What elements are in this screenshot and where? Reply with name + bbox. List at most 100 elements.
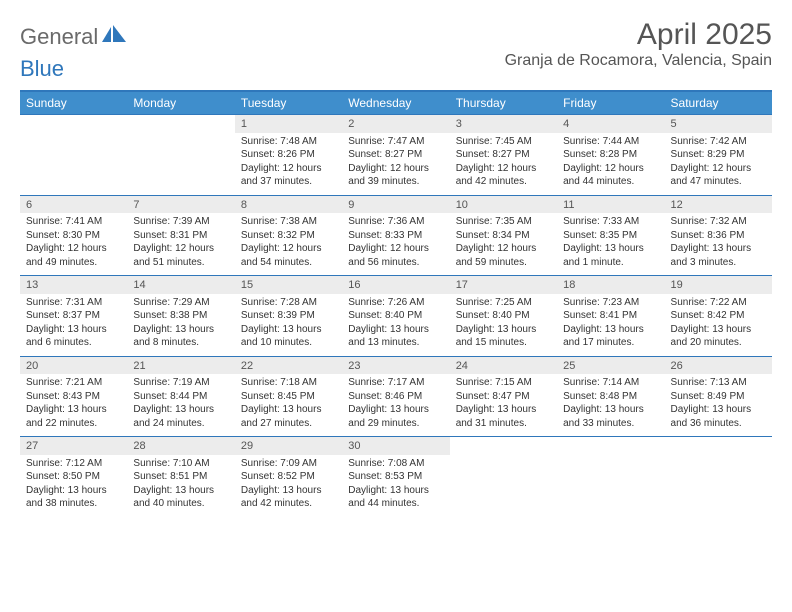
day-number-cell: 10 (450, 195, 557, 213)
day-number-cell: 16 (342, 276, 449, 294)
daylight-line: Daylight: 12 hours and 37 minutes. (241, 162, 336, 189)
day-detail-cell (450, 455, 557, 517)
day-detail-cell: Sunrise: 7:28 AMSunset: 8:39 PMDaylight:… (235, 294, 342, 357)
day-number-cell: 22 (235, 356, 342, 374)
day-detail-row: Sunrise: 7:21 AMSunset: 8:43 PMDaylight:… (20, 374, 772, 437)
month-title: April 2025 (505, 18, 772, 52)
dow-thursday: Thursday (450, 91, 557, 115)
sunrise-line: Sunrise: 7:42 AM (671, 135, 766, 149)
day-detail-cell: Sunrise: 7:48 AMSunset: 8:26 PMDaylight:… (235, 133, 342, 196)
location: Granja de Rocamora, Valencia, Spain (505, 52, 772, 70)
sunset-line: Sunset: 8:28 PM (563, 148, 658, 162)
day-number-cell: 24 (450, 356, 557, 374)
sunrise-line: Sunrise: 7:26 AM (348, 296, 443, 310)
day-detail-cell: Sunrise: 7:29 AMSunset: 8:38 PMDaylight:… (127, 294, 234, 357)
day-detail-cell: Sunrise: 7:22 AMSunset: 8:42 PMDaylight:… (665, 294, 772, 357)
day-number-cell: 8 (235, 195, 342, 213)
logo-sail-icon (102, 23, 128, 49)
sunrise-line: Sunrise: 7:12 AM (26, 457, 121, 471)
day-detail-cell: Sunrise: 7:13 AMSunset: 8:49 PMDaylight:… (665, 374, 772, 437)
dow-tuesday: Tuesday (235, 91, 342, 115)
day-detail-row: Sunrise: 7:41 AMSunset: 8:30 PMDaylight:… (20, 213, 772, 276)
day-detail-cell: Sunrise: 7:42 AMSunset: 8:29 PMDaylight:… (665, 133, 772, 196)
day-detail-cell: Sunrise: 7:26 AMSunset: 8:40 PMDaylight:… (342, 294, 449, 357)
daylight-line: Daylight: 13 hours and 10 minutes. (241, 323, 336, 350)
day-number-cell: 27 (20, 437, 127, 455)
sunrise-line: Sunrise: 7:44 AM (563, 135, 658, 149)
sunrise-line: Sunrise: 7:33 AM (563, 215, 658, 229)
sunset-line: Sunset: 8:42 PM (671, 309, 766, 323)
daylight-line: Daylight: 13 hours and 27 minutes. (241, 403, 336, 430)
title-block: April 2025 Granja de Rocamora, Valencia,… (505, 18, 772, 70)
daylight-line: Daylight: 13 hours and 42 minutes. (241, 484, 336, 511)
sunrise-line: Sunrise: 7:29 AM (133, 296, 228, 310)
sunset-line: Sunset: 8:39 PM (241, 309, 336, 323)
sunrise-line: Sunrise: 7:47 AM (348, 135, 443, 149)
daylight-line: Daylight: 13 hours and 31 minutes. (456, 403, 551, 430)
daylight-line: Daylight: 12 hours and 56 minutes. (348, 242, 443, 269)
daylight-line: Daylight: 13 hours and 8 minutes. (133, 323, 228, 350)
sunset-line: Sunset: 8:44 PM (133, 390, 228, 404)
day-number-cell: 18 (557, 276, 664, 294)
daylight-line: Daylight: 13 hours and 36 minutes. (671, 403, 766, 430)
dow-monday: Monday (127, 91, 234, 115)
daylight-line: Daylight: 12 hours and 54 minutes. (241, 242, 336, 269)
sunrise-line: Sunrise: 7:48 AM (241, 135, 336, 149)
sunset-line: Sunset: 8:50 PM (26, 470, 121, 484)
sunrise-line: Sunrise: 7:41 AM (26, 215, 121, 229)
daylight-line: Daylight: 12 hours and 51 minutes. (133, 242, 228, 269)
sunrise-line: Sunrise: 7:36 AM (348, 215, 443, 229)
day-detail-cell (665, 455, 772, 517)
day-number-cell (450, 437, 557, 455)
sunrise-line: Sunrise: 7:39 AM (133, 215, 228, 229)
day-detail-cell: Sunrise: 7:25 AMSunset: 8:40 PMDaylight:… (450, 294, 557, 357)
day-detail-cell: Sunrise: 7:17 AMSunset: 8:46 PMDaylight:… (342, 374, 449, 437)
daylight-line: Daylight: 12 hours and 59 minutes. (456, 242, 551, 269)
sunset-line: Sunset: 8:37 PM (26, 309, 121, 323)
day-number-cell: 29 (235, 437, 342, 455)
day-number-cell: 20 (20, 356, 127, 374)
day-number-cell (665, 437, 772, 455)
sunset-line: Sunset: 8:30 PM (26, 229, 121, 243)
day-of-week-row: Sunday Monday Tuesday Wednesday Thursday… (20, 91, 772, 115)
sunset-line: Sunset: 8:47 PM (456, 390, 551, 404)
day-detail-cell (557, 455, 664, 517)
day-detail-cell: Sunrise: 7:33 AMSunset: 8:35 PMDaylight:… (557, 213, 664, 276)
day-number-row: 6789101112 (20, 195, 772, 213)
sunrise-line: Sunrise: 7:32 AM (671, 215, 766, 229)
daylight-line: Daylight: 13 hours and 15 minutes. (456, 323, 551, 350)
day-detail-row: Sunrise: 7:12 AMSunset: 8:50 PM Daylight:… (20, 455, 772, 517)
day-number-cell (127, 115, 234, 133)
day-detail-cell: Sunrise: 7:09 AMSunset: 8:52 PMDaylight:… (235, 455, 342, 517)
day-number-cell: 23 (342, 356, 449, 374)
day-number-row: 13141516171819 (20, 276, 772, 294)
sunrise-line: Sunrise: 7:38 AM (241, 215, 336, 229)
day-detail-cell: Sunrise: 7:44 AMSunset: 8:28 PMDaylight:… (557, 133, 664, 196)
day-number-cell: 17 (450, 276, 557, 294)
sunrise-line: Sunrise: 7:28 AM (241, 296, 336, 310)
day-detail-cell: Sunrise: 7:12 AMSunset: 8:50 PMDaylight:… (20, 455, 127, 517)
day-number-cell: 3 (450, 115, 557, 133)
daylight-line: Daylight: 13 hours and 20 minutes. (671, 323, 766, 350)
logo-text-1: General (20, 24, 98, 50)
day-detail-cell (20, 133, 127, 196)
sunset-line: Sunset: 8:49 PM (671, 390, 766, 404)
sunset-line: Sunset: 8:32 PM (241, 229, 336, 243)
sunset-line: Sunset: 8:48 PM (563, 390, 658, 404)
sunrise-line: Sunrise: 7:09 AM (241, 457, 336, 471)
sunrise-line: Sunrise: 7:15 AM (456, 376, 551, 390)
sunrise-line: Sunrise: 7:23 AM (563, 296, 658, 310)
sunrise-line: Sunrise: 7:35 AM (456, 215, 551, 229)
sunset-line: Sunset: 8:27 PM (456, 148, 551, 162)
dow-sunday: Sunday (20, 91, 127, 115)
day-number-cell: 2 (342, 115, 449, 133)
sunset-line: Sunset: 8:43 PM (26, 390, 121, 404)
sunset-line: Sunset: 8:36 PM (671, 229, 766, 243)
day-detail-cell: Sunrise: 7:41 AMSunset: 8:30 PMDaylight:… (20, 213, 127, 276)
dow-friday: Friday (557, 91, 664, 115)
day-detail-cell: Sunrise: 7:15 AMSunset: 8:47 PMDaylight:… (450, 374, 557, 437)
daylight-line: Daylight: 12 hours and 49 minutes. (26, 242, 121, 269)
day-detail-cell: Sunrise: 7:32 AMSunset: 8:36 PMDaylight:… (665, 213, 772, 276)
sunrise-line: Sunrise: 7:22 AM (671, 296, 766, 310)
daylight-line: Daylight: 13 hours and 1 minute. (563, 242, 658, 269)
